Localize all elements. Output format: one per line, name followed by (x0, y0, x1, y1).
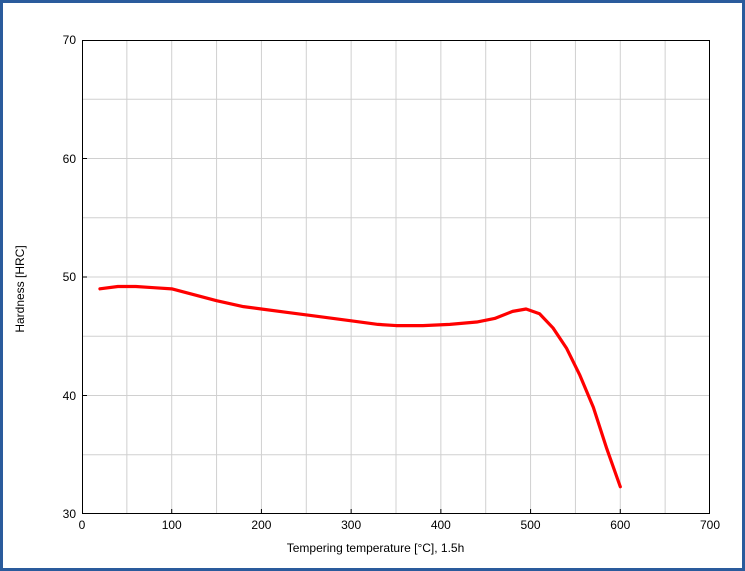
x-axis-label: Tempering temperature [°C], 1.5h (287, 541, 465, 555)
outer-frame: Hardness [HRC] 3040506070010020030040050… (0, 0, 745, 571)
y-tick-label: 50 (63, 270, 76, 284)
x-tick-label: 500 (521, 518, 541, 532)
x-tick-label: 600 (610, 518, 630, 532)
y-axis-label: Hardness [HRC] (13, 245, 27, 332)
y-tick-label: 40 (63, 389, 76, 403)
x-tick-label: 700 (700, 518, 720, 532)
line-chart-svg (82, 40, 710, 514)
x-tick-label: 0 (79, 518, 86, 532)
plot-area: 30405060700100200300400500600700 (82, 40, 710, 514)
chart-container: Hardness [HRC] 3040506070010020030040050… (20, 20, 731, 557)
x-tick-label: 400 (431, 518, 451, 532)
y-tick-label: 70 (63, 33, 76, 47)
x-tick-label: 300 (341, 518, 361, 532)
y-tick-label: 60 (63, 152, 76, 166)
x-tick-label: 100 (162, 518, 182, 532)
y-tick-label: 30 (63, 507, 76, 521)
x-tick-label: 200 (251, 518, 271, 532)
